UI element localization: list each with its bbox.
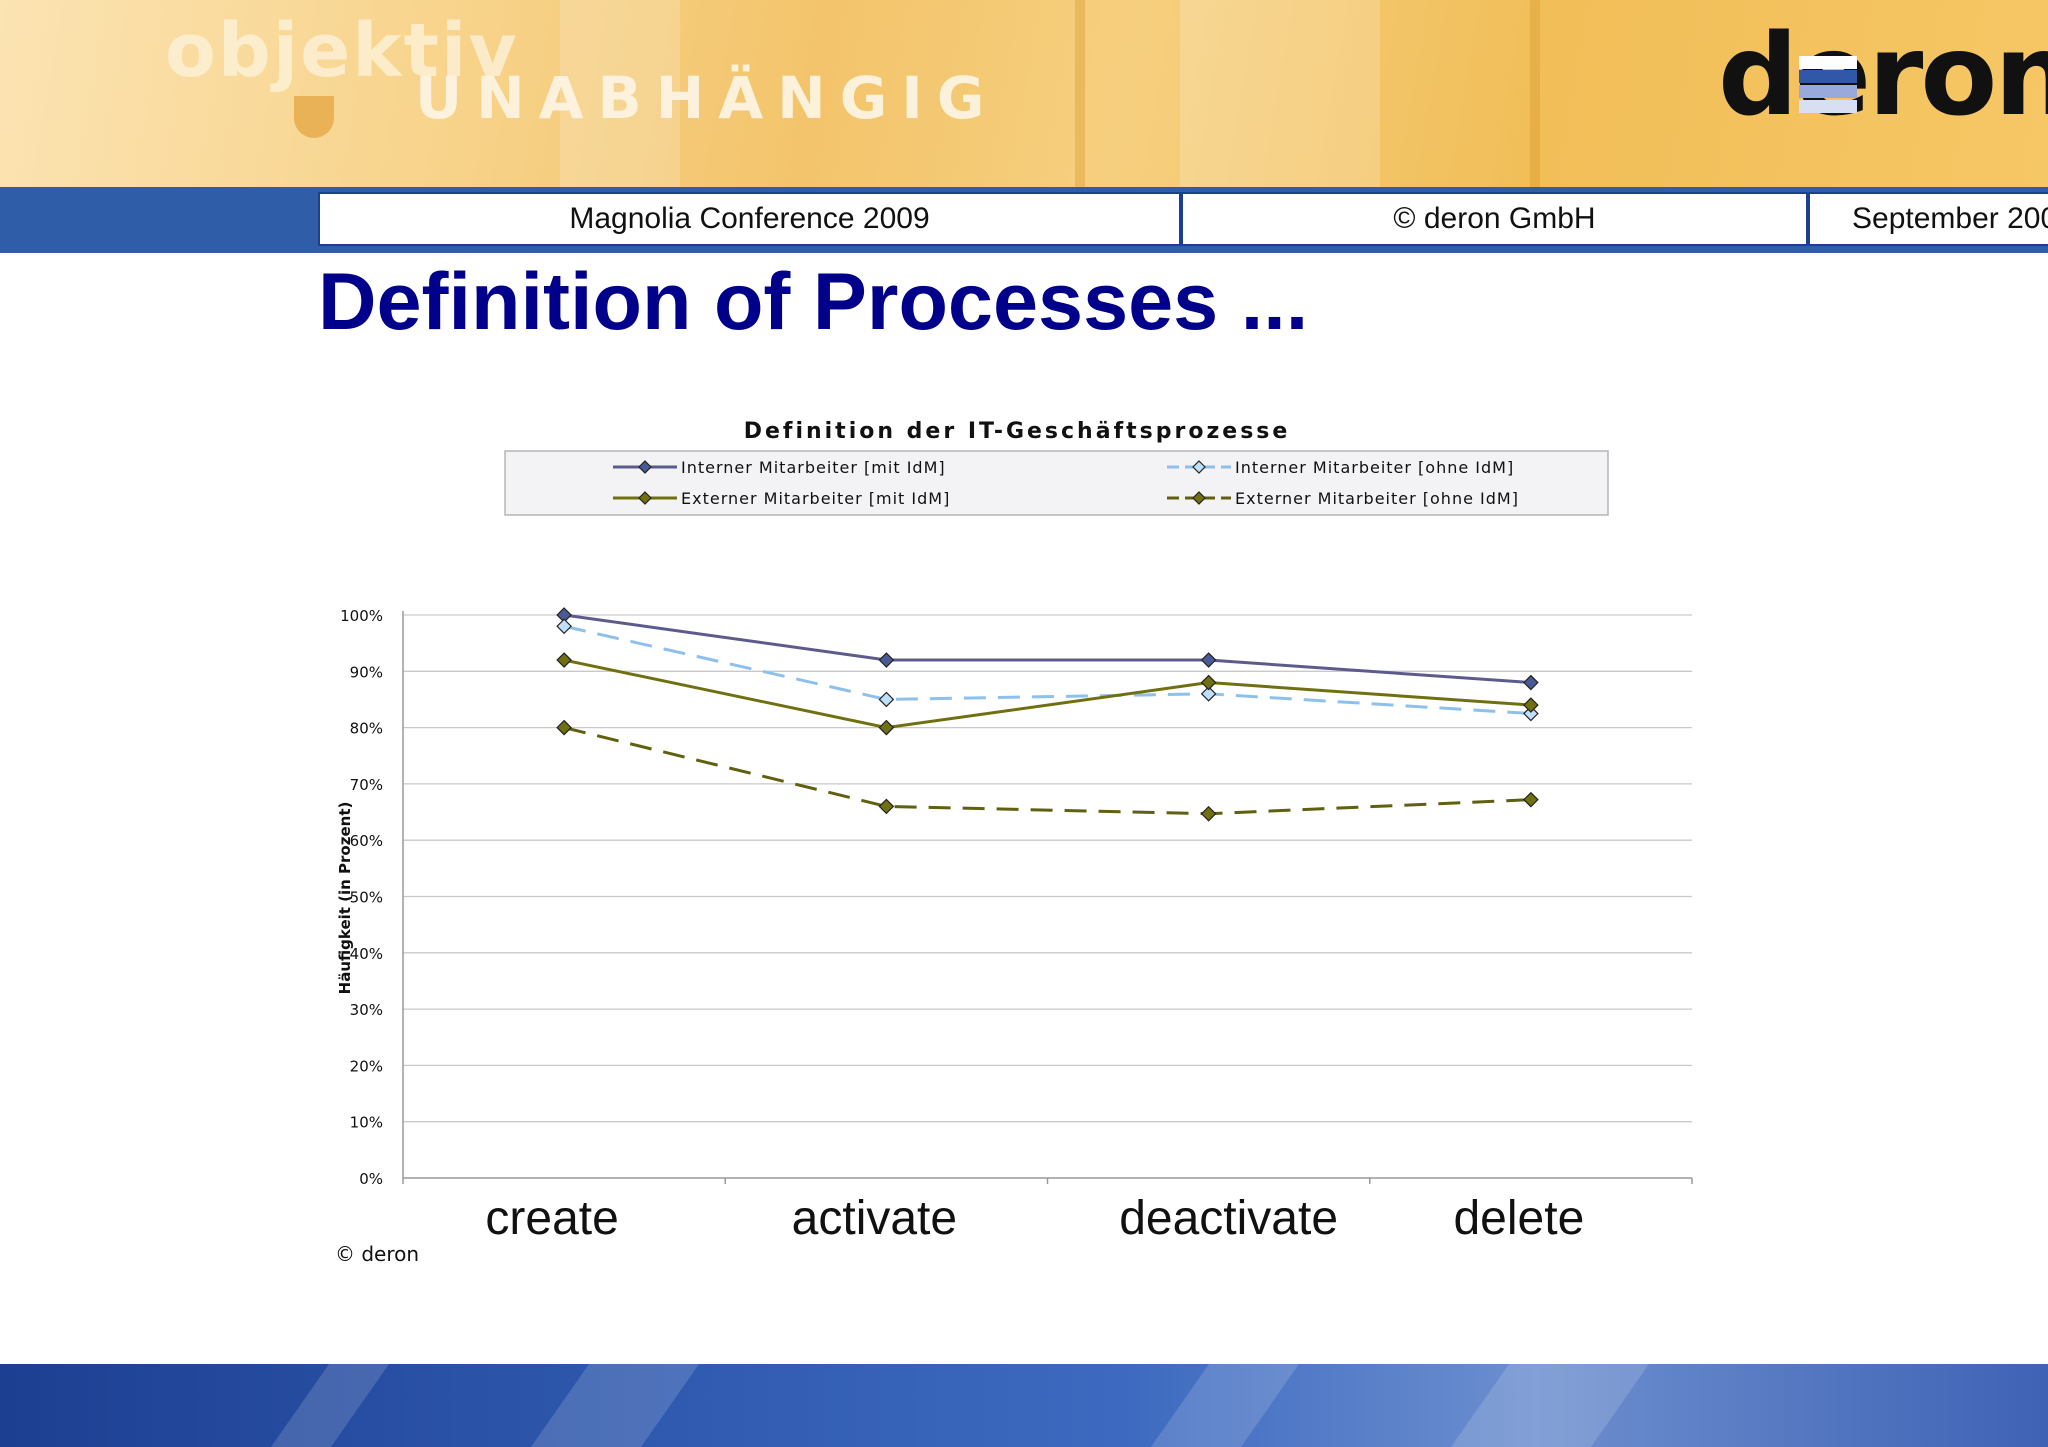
data-point-marker [1200, 674, 1217, 691]
legend-label: Externer Mitarbeiter [mit IdM] [681, 489, 950, 508]
data-point-marker [878, 691, 895, 708]
y-tick-label: 10% [350, 1114, 383, 1132]
data-point-marker [556, 652, 572, 668]
slide-title: Definition of Processes ... [318, 257, 1309, 347]
copyright-note: © deron [335, 1242, 420, 1266]
chart-legend [504, 450, 1609, 516]
y-tick-label: 70% [350, 776, 383, 794]
chart-grid [403, 614, 1692, 1123]
conference-cell: Magnolia Conference 2009 [318, 192, 1181, 246]
y-tick-label: 80% [350, 720, 383, 738]
data-point-marker [1523, 705, 1539, 722]
data-point-marker [878, 652, 895, 668]
series-markers [556, 607, 1539, 822]
series-line [563, 726, 1531, 816]
series-line [563, 658, 1531, 730]
header-banner: objektiv UNABHÄNGIG deron [0, 0, 2048, 187]
date-cell: September 200 [1808, 192, 2048, 246]
x-tick-label: create [485, 1192, 618, 1245]
series-lines [563, 613, 1531, 816]
y-tick-label: 90% [350, 663, 383, 681]
data-point-marker [1523, 697, 1539, 713]
footer-streak [530, 1364, 700, 1447]
legend-label: Externer Mitarbeiter [ohne IdM] [1235, 489, 1519, 508]
logo-stripes-icon [1799, 56, 1857, 120]
shield-icon [294, 96, 334, 138]
legend-items: Interner Mitarbeiter [mit IdM] Interner M… [613, 458, 1519, 508]
x-tick-label: delete [1453, 1192, 1584, 1245]
data-point-marker [878, 719, 895, 736]
y-tick-label: 60% [350, 832, 383, 850]
banner-light-beam [560, 0, 680, 187]
data-point-marker [556, 618, 572, 635]
legend-marker [638, 491, 652, 505]
y-tick-label: 100% [340, 607, 383, 625]
x-axis-tick-labels: create activate deactivate delete [485, 1192, 1584, 1245]
y-tick-label: 40% [350, 945, 383, 963]
y-axis-label: Häufigkeit (in Prozent) [336, 802, 354, 995]
chart-axes [402, 611, 1693, 1184]
footer-banner [0, 1364, 2048, 1447]
legend-marker [1192, 491, 1206, 505]
brand-line1: objektiv [165, 8, 519, 94]
legend-label: Interner Mitarbeiter [ohne IdM] [1235, 458, 1514, 477]
data-point-marker [1200, 685, 1217, 702]
y-axis-tick-labels: 0% 10% 20% 30% 40% 50% 60% 70% 80% 90% 100% [340, 607, 383, 1188]
banner-light-beam [1180, 0, 1380, 187]
data-point-marker [1200, 652, 1217, 668]
data-point-marker [1523, 674, 1539, 691]
series-line [563, 624, 1531, 716]
y-tick-label: 30% [350, 1001, 383, 1019]
data-point-marker [878, 798, 895, 815]
y-tick-label: 20% [350, 1057, 383, 1075]
data-point-marker [1523, 791, 1539, 808]
banner-pillar [1075, 0, 1085, 187]
brand-line2: UNABHÄNGIG [415, 64, 999, 132]
deron-logo: deron [1718, 11, 2048, 141]
y-tick-label: 50% [350, 889, 383, 907]
data-point-marker [556, 719, 572, 736]
x-tick-label: deactivate [1119, 1192, 1338, 1245]
copyright-cell: © deron GmbH [1181, 192, 1808, 246]
banner-pillar [1530, 0, 1540, 187]
y-tick-label: 0% [359, 1170, 383, 1188]
footer-streak [270, 1364, 390, 1447]
chart-title: Definition der IT-Geschäftsprozesse [744, 419, 1291, 444]
series-line [563, 613, 1531, 685]
x-tick-label: activate [792, 1192, 957, 1245]
data-point-marker [1200, 805, 1217, 822]
footer-streak [1450, 1364, 1650, 1447]
legend-label: Interner Mitarbeiter [mit IdM] [681, 458, 946, 477]
footer-streak [1150, 1364, 1300, 1447]
legend-marker [1192, 460, 1206, 474]
legend-marker [638, 460, 652, 474]
